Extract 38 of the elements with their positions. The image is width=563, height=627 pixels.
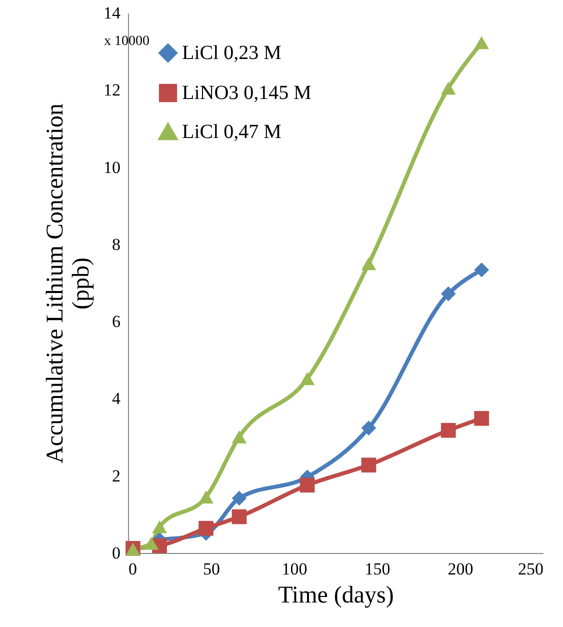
y-axis-title: Accumulative Lithium Concentration (ppb) [42,104,94,464]
y-tick-label: 4 [112,389,121,408]
point [440,82,456,95]
point [232,509,247,524]
point [474,36,489,50]
x-tick-label: 150 [364,560,390,578]
legend-label: LiNO3 0,145 M [182,82,312,104]
y-tick-label: 0 [112,544,120,562]
legend-label: LiCl 0,47 M [182,121,282,143]
point [300,478,315,493]
point [198,490,214,504]
point [300,372,315,386]
y-tick-label: 12 [104,80,120,100]
point [198,520,214,536]
x-tick-label: 100 [282,560,308,578]
annotation: x 10000 [104,34,150,49]
y-tick-label: 2 [112,466,120,486]
point [474,262,489,278]
point [232,430,247,444]
point [361,420,376,436]
x-tick-label: 250 [518,560,544,578]
point [361,257,376,270]
x-tick-label: 0 [128,560,137,578]
point [440,422,456,438]
y-tick-label: 14 [104,4,121,22]
point [232,490,247,506]
point [152,520,167,534]
point [474,410,489,426]
x-axis-title: Time (days) [278,582,394,608]
point [440,286,456,302]
y-tick-label: 6 [112,312,120,332]
legend-label: LiCl 0,23 M [182,42,282,64]
point [361,458,376,472]
x-tick-label: 200 [448,560,474,578]
y-tick-label: 8 [112,234,120,254]
y-tick-label: 10 [104,158,120,177]
x-tick-label: 50 [203,560,220,578]
point [144,536,159,550]
